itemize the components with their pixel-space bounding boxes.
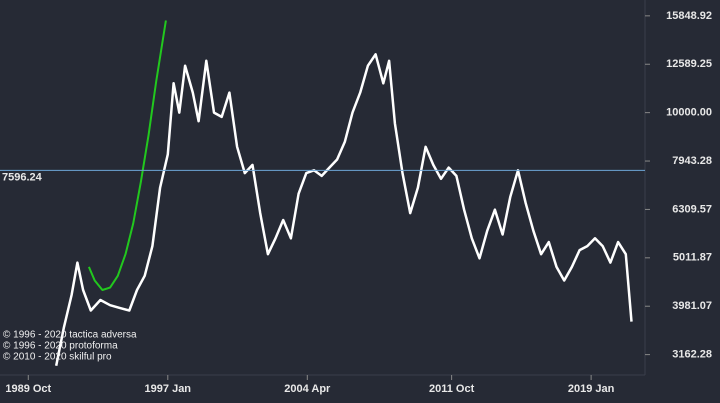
y-tick-label: 5011.87 [673,252,712,264]
copyright-note: © 2010 - 2020 skilful pro [3,352,112,363]
y-tick-label: 10000.00 [666,107,712,119]
y-tick-label: 3162.28 [672,349,712,361]
x-tick-label: 1989 Oct [5,383,51,395]
y-tick-label: 7943.28 [672,155,712,167]
y-tick-label: 3981.07 [672,300,712,312]
copyright-note: © 1996 - 2020 protoforma [3,341,118,352]
y-tick-label: 6309.57 [672,203,712,215]
x-tick-label: 2011 Oct [429,383,475,395]
copyright-note: © 1996 - 2020 tactica adversa [3,330,137,341]
level-label: 7596.24 [2,171,43,183]
series-line [87,20,167,291]
y-tick-label: 15848.92 [666,10,712,22]
x-tick-label: 1997 Jan [145,383,192,395]
x-tick-label: 2019 Jan [568,383,615,395]
series-line [54,53,633,366]
x-tick-label: 2004 Apr [284,383,331,395]
y-tick-label: 12589.25 [666,58,712,70]
